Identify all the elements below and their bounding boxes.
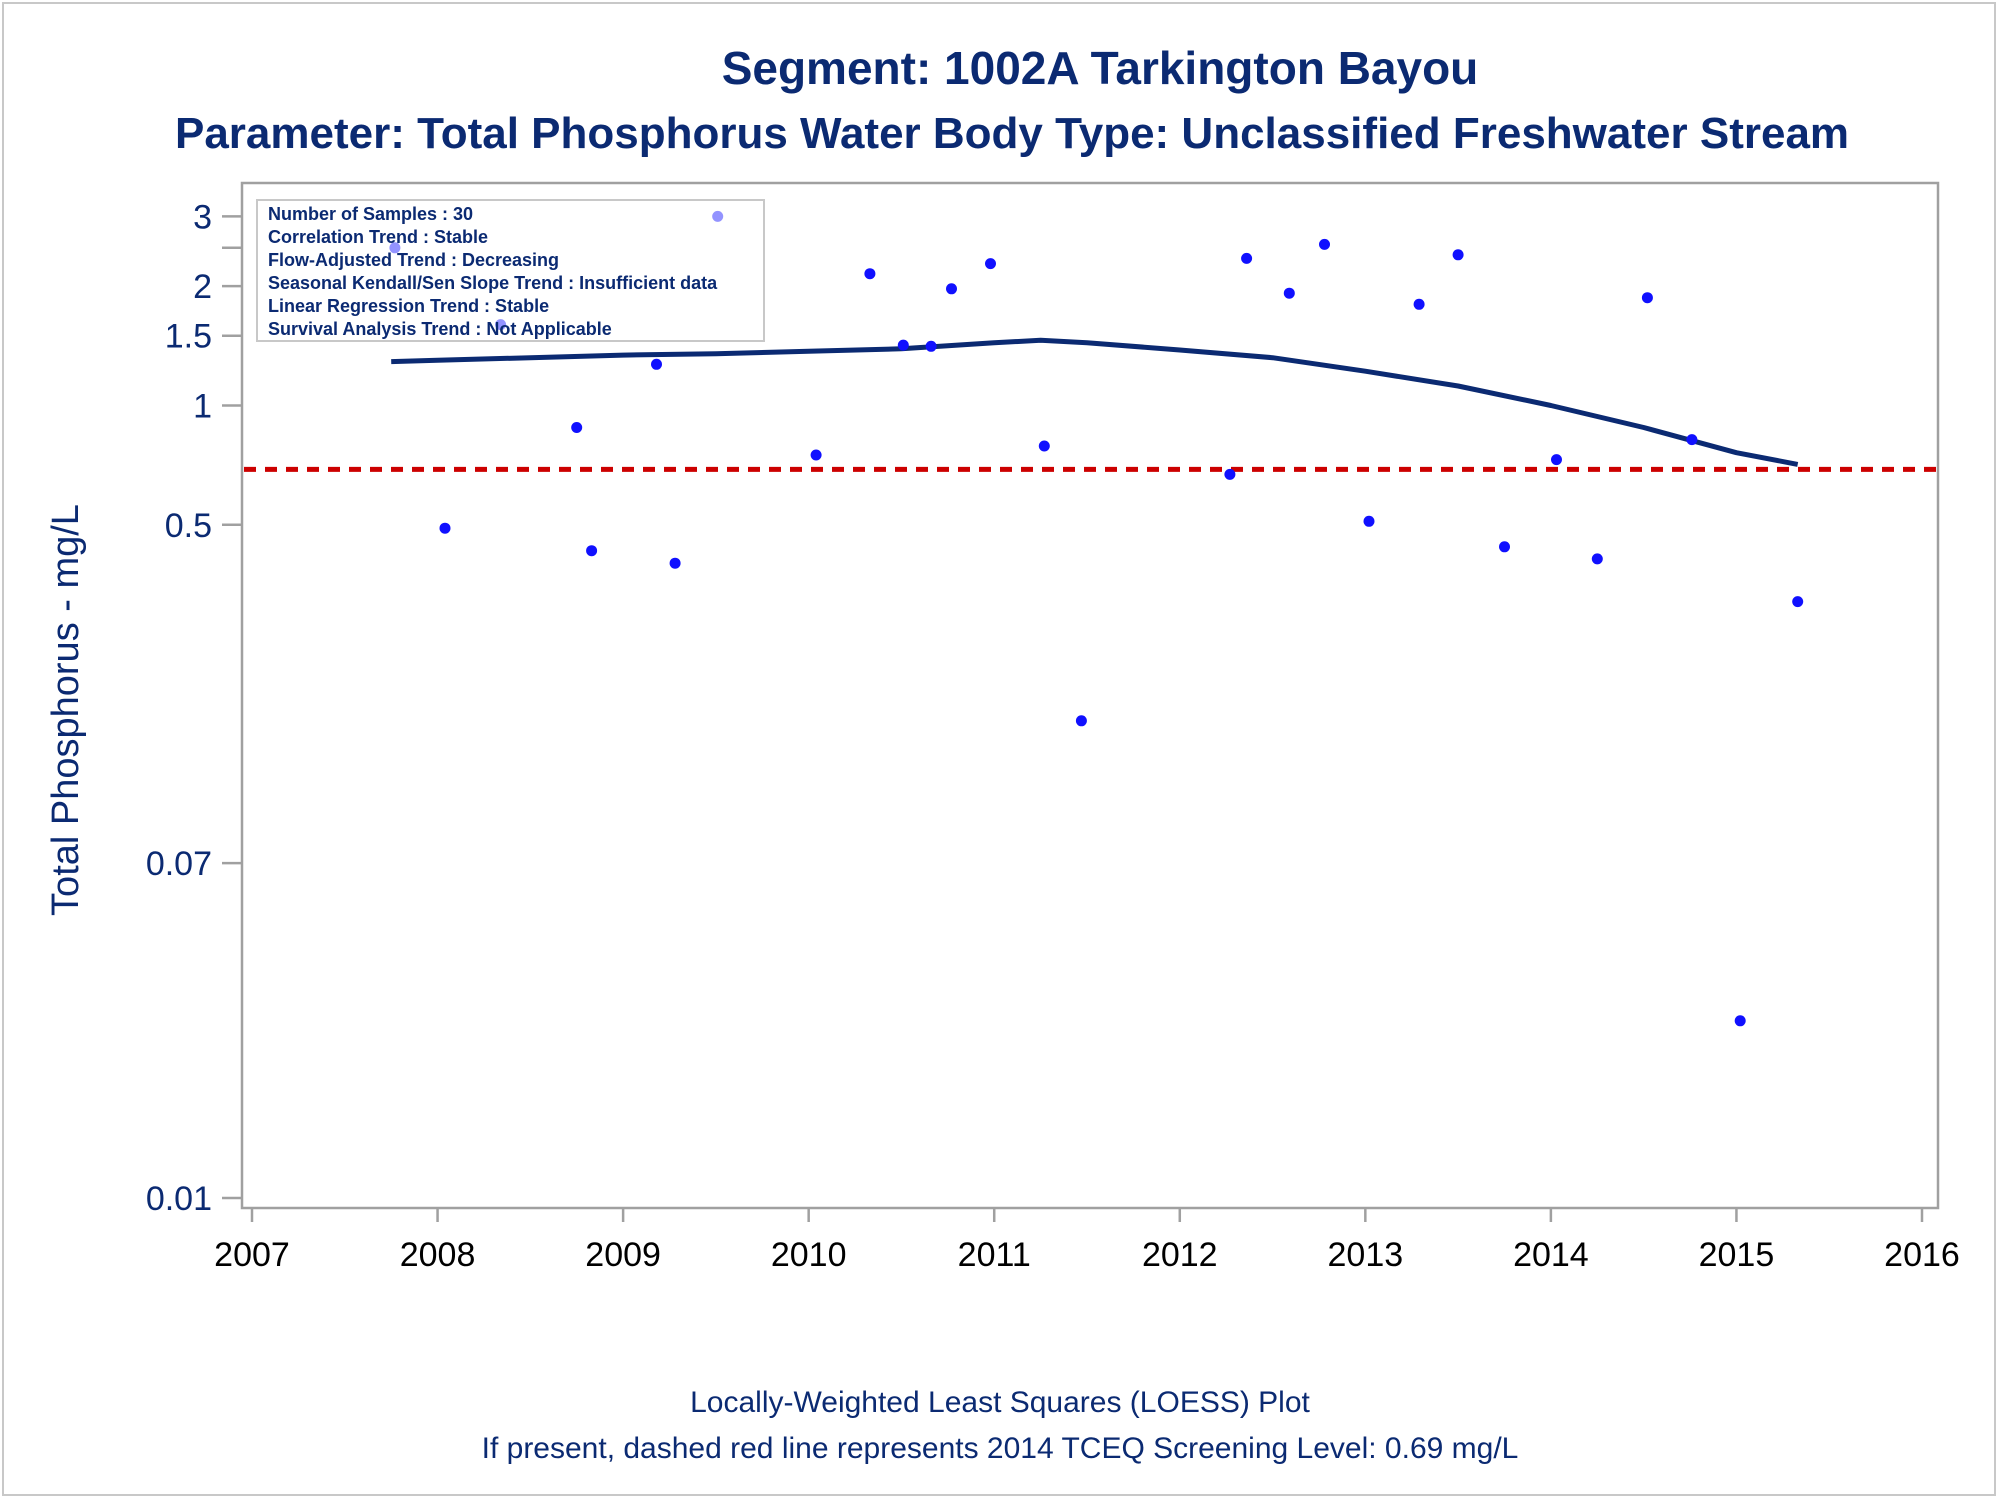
x-tick-label: 2013 — [1328, 1236, 1404, 1274]
sample-point — [1241, 252, 1253, 264]
y-axis-label: Total Phosphorus - mg/L — [45, 504, 87, 916]
sample-point — [1686, 434, 1698, 446]
y-tick-label: 0.5 — [165, 507, 212, 545]
inset-line-flow-adjusted: Flow-Adjusted Trend : Decreasing — [268, 250, 559, 270]
sample-point — [1075, 715, 1087, 727]
sample-point — [1283, 287, 1295, 299]
inset-line-samples: Number of Samples : 30 — [268, 204, 473, 224]
sample-point — [651, 358, 662, 370]
sample-point — [985, 258, 996, 270]
chart-title: Segment: 1002A Tarkington Bayou — [722, 42, 1479, 94]
sample-point — [1319, 238, 1330, 250]
sample-point — [864, 268, 876, 280]
y-tick-label: 3 — [193, 198, 212, 236]
sample-point — [925, 340, 937, 352]
x-tick-label: 2011 — [958, 1236, 1031, 1274]
y-tick-label: 1 — [193, 387, 212, 425]
x-axis: 2007 2008 2009 2010 2011 2012 2013 2014 2015 2016 — [214, 1208, 1960, 1274]
sample-point — [571, 422, 583, 433]
sample-point — [1792, 596, 1804, 608]
trend-inset: Number of Samples : 30 Correlation Trend… — [256, 199, 765, 342]
footnote-line-1: Locally-Weighted Least Squares (LOESS) P… — [690, 1386, 1310, 1419]
x-tick-label: 2015 — [1699, 1236, 1775, 1274]
sample-point — [1224, 468, 1236, 480]
chart-subtitle: Parameter: Total Phosphorus Water Body T… — [175, 109, 1849, 158]
loess-line — [391, 337, 1799, 467]
sample-point — [1499, 541, 1510, 553]
y-tick-label: 0.01 — [146, 1180, 212, 1218]
sample-point — [946, 283, 957, 295]
sample-point — [1452, 249, 1464, 261]
y-axis: 0.01 0.07 0.5 1 1.5 2 3 — [146, 198, 242, 1218]
trend-inset-box — [256, 199, 765, 342]
x-tick-label: 2014 — [1513, 1236, 1589, 1274]
inset-line-correlation: Correlation Trend : Stable — [268, 227, 488, 247]
sample-point — [586, 545, 598, 557]
y-tick-label: 0.07 — [146, 845, 212, 883]
sample-point — [1038, 440, 1050, 452]
inset-line-seasonal-kendall: Seasonal Kendall/Sen Slope Trend : Insuf… — [268, 273, 718, 293]
x-tick-label: 2016 — [1884, 1236, 1960, 1274]
inset-line-survival: Survival Analysis Trend : Not Applicable — [268, 319, 612, 339]
plot-area — [240, 181, 1940, 1210]
inset-line-linear-regression: Linear Regression Trend : Stable — [268, 296, 549, 316]
x-tick-label: 2007 — [214, 1236, 290, 1274]
sample-point — [1413, 298, 1425, 310]
y-tick-label: 1.5 — [165, 318, 212, 356]
sample-point — [1591, 553, 1603, 565]
x-tick-label: 2010 — [771, 1236, 847, 1274]
sample-point — [1734, 1015, 1746, 1027]
sample-point — [1363, 515, 1375, 527]
sample-point — [1551, 454, 1562, 466]
x-tick-label: 2009 — [585, 1236, 661, 1274]
sample-point — [810, 449, 822, 461]
x-tick-label: 2008 — [400, 1236, 476, 1274]
y-tick-label: 2 — [193, 268, 212, 306]
sample-point — [897, 339, 909, 351]
x-tick-label: 2012 — [1142, 1236, 1218, 1274]
loess-curve — [391, 337, 1799, 467]
sample-point — [1641, 292, 1653, 304]
sample-point — [669, 557, 681, 569]
sample-point — [439, 522, 451, 534]
footnote-line-2: If present, dashed red line represents 2… — [482, 1432, 1519, 1465]
